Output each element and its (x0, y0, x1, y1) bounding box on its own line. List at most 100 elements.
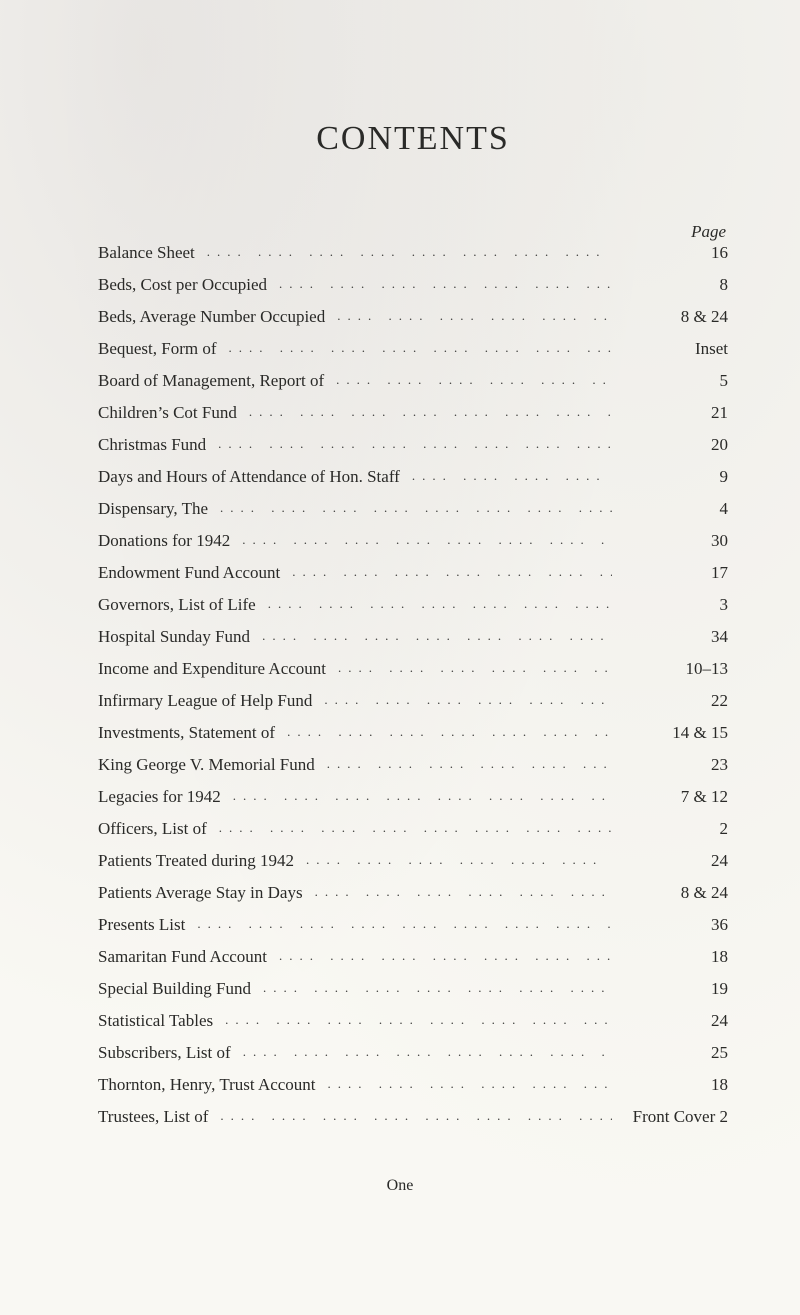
toc-entry-label: Special Building Fund (98, 980, 251, 997)
toc-row: Trustees, List of.... .... .... .... ...… (98, 1108, 728, 1125)
toc-entry-page: 8 & 24 (612, 884, 728, 901)
page-title: CONTENTS (98, 120, 728, 158)
leader-dots: .... .... .... .... .... .... .... .... … (280, 565, 612, 578)
toc-row: Board of Management, Report of.... .... … (98, 372, 728, 389)
leader-dots: .... .... .... .... .... .... .... .... … (237, 405, 612, 418)
toc-entry-label: Endowment Fund Account (98, 564, 280, 581)
leader-dots: .... .... .... .... .... .... .... .... … (315, 757, 612, 770)
leader-dots: .... .... .... .... .... .... .... .... … (324, 373, 612, 386)
leader-dots: .... .... .... .... .... .... .... .... … (185, 917, 612, 930)
toc-row: Children’s Cot Fund.... .... .... .... .… (98, 404, 728, 421)
toc-entry-page: 7 & 12 (612, 788, 728, 805)
toc-entry-label: King George V. Memorial Fund (98, 756, 315, 773)
toc-row: Special Building Fund.... .... .... ....… (98, 980, 728, 997)
toc-entry-page: 9 (612, 468, 728, 485)
toc-entry-page: 8 & 24 (612, 308, 728, 325)
toc-entry-label: Samaritan Fund Account (98, 948, 267, 965)
toc-entry-label: Subscribers, List of (98, 1044, 231, 1061)
toc-entry-label: Balance Sheet (98, 244, 195, 261)
toc-entry-label: Officers, List of (98, 820, 207, 837)
leader-dots: .... .... .... .... .... .... .... .... … (230, 533, 612, 546)
toc-row: Samaritan Fund Account.... .... .... ...… (98, 948, 728, 965)
toc-entry-page: 17 (612, 564, 728, 581)
toc-entry-label: Dispensary, The (98, 500, 208, 517)
toc-entry-page: 14 & 15 (612, 724, 728, 741)
toc-entry-label: Investments, Statement of (98, 724, 275, 741)
toc-entry-label: Income and Expenditure Account (98, 660, 326, 677)
toc-entry-page: 36 (612, 916, 728, 933)
toc-entry-page: 23 (612, 756, 728, 773)
toc-entry-page: 3 (612, 596, 728, 613)
leader-dots: .... .... .... .... .... .... .... .... … (195, 245, 612, 258)
toc-row: Patients Treated during 1942.... .... ..… (98, 852, 728, 869)
toc-row: Presents List.... .... .... .... .... ..… (98, 916, 728, 933)
toc-entry-page: 34 (612, 628, 728, 645)
toc-entry-page: Front Cover 2 (612, 1108, 728, 1125)
toc-entry-label: Days and Hours of Attendance of Hon. Sta… (98, 468, 400, 485)
toc-row: Christmas Fund.... .... .... .... .... .… (98, 436, 728, 453)
leader-dots: .... .... .... .... .... .... .... .... … (312, 693, 612, 706)
toc-entry-page: 16 (612, 244, 728, 261)
toc-row: Beds, Average Number Occupied.... .... .… (98, 308, 728, 325)
toc-row: Statistical Tables.... .... .... .... ..… (98, 1012, 728, 1029)
toc-entry-label: Bequest, Form of (98, 340, 217, 357)
toc-row: Legacies for 1942.... .... .... .... ...… (98, 788, 728, 805)
leader-dots: .... .... .... .... .... .... .... .... … (208, 501, 612, 514)
toc-row: Patients Average Stay in Days.... .... .… (98, 884, 728, 901)
toc-entry-page: 24 (612, 852, 728, 869)
toc-row: Days and Hours of Attendance of Hon. Sta… (98, 468, 728, 485)
leader-dots: .... .... .... .... .... .... .... .... … (326, 661, 612, 674)
toc-entry-label: Trustees, List of (98, 1108, 208, 1125)
leader-dots: .... .... .... .... .... .... .... .... … (251, 981, 612, 994)
toc-row: Hospital Sunday Fund.... .... .... .... … (98, 628, 728, 645)
toc-row: Donations for 1942.... .... .... .... ..… (98, 532, 728, 549)
page-column-header: Page (98, 222, 726, 242)
toc-row: Beds, Cost per Occupied.... .... .... ..… (98, 276, 728, 293)
toc-row: King George V. Memorial Fund.... .... ..… (98, 756, 728, 773)
leader-dots: .... .... .... .... .... .... .... .... … (208, 1109, 612, 1122)
leader-dots: .... .... .... .... .... .... .... .... … (207, 821, 612, 834)
toc-entry-page: 21 (612, 404, 728, 421)
leader-dots: .... .... .... .... .... .... .... .... … (316, 1077, 612, 1090)
toc-entry-page: 22 (612, 692, 728, 709)
page-footer: One (0, 1177, 800, 1195)
toc-entry-page: 18 (612, 1076, 728, 1093)
leader-dots: .... .... .... .... .... .... .... .... … (213, 1013, 612, 1026)
toc-entry-page: 18 (612, 948, 728, 965)
toc-entry-label: Governors, List of Life (98, 596, 256, 613)
toc-entry-label: Beds, Average Number Occupied (98, 308, 325, 325)
toc-row: Subscribers, List of.... .... .... .... … (98, 1044, 728, 1061)
page: CONTENTS Page Balance Sheet.... .... ...… (0, 0, 800, 1315)
contents-list: Balance Sheet.... .... .... .... .... ..… (98, 244, 728, 1125)
toc-entry-label: Presents List (98, 916, 185, 933)
leader-dots: .... .... .... .... .... .... .... .... … (303, 885, 612, 898)
toc-entry-page: 8 (612, 276, 728, 293)
toc-row: Investments, Statement of.... .... .... … (98, 724, 728, 741)
toc-entry-page: 5 (612, 372, 728, 389)
toc-entry-page: 20 (612, 436, 728, 453)
leader-dots: .... .... .... .... .... .... .... .... … (250, 629, 612, 642)
toc-row: Income and Expenditure Account.... .... … (98, 660, 728, 677)
toc-entry-page: 2 (612, 820, 728, 837)
leader-dots: .... .... .... .... .... .... .... .... … (267, 277, 612, 290)
toc-row: Officers, List of.... .... .... .... ...… (98, 820, 728, 837)
toc-entry-label: Christmas Fund (98, 436, 206, 453)
toc-row: Infirmary League of Help Fund.... .... .… (98, 692, 728, 709)
toc-entry-label: Donations for 1942 (98, 532, 230, 549)
toc-entry-page: 19 (612, 980, 728, 997)
toc-entry-label: Statistical Tables (98, 1012, 213, 1029)
toc-entry-label: Legacies for 1942 (98, 788, 221, 805)
toc-row: Dispensary, The.... .... .... .... .... … (98, 500, 728, 517)
toc-row: Governors, List of Life.... .... .... ..… (98, 596, 728, 613)
toc-row: Bequest, Form of.... .... .... .... ....… (98, 340, 728, 357)
toc-entry-page: Inset (612, 340, 728, 357)
toc-entry-page: 10–13 (612, 660, 728, 677)
toc-entry-label: Infirmary League of Help Fund (98, 692, 312, 709)
toc-entry-label: Board of Management, Report of (98, 372, 324, 389)
toc-entry-label: Children’s Cot Fund (98, 404, 237, 421)
leader-dots: .... .... .... .... .... .... .... .... … (400, 469, 612, 482)
toc-row: Balance Sheet.... .... .... .... .... ..… (98, 244, 728, 261)
toc-entry-page: 4 (612, 500, 728, 517)
leader-dots: .... .... .... .... .... .... .... .... … (221, 789, 612, 802)
toc-entry-label: Patients Average Stay in Days (98, 884, 303, 901)
